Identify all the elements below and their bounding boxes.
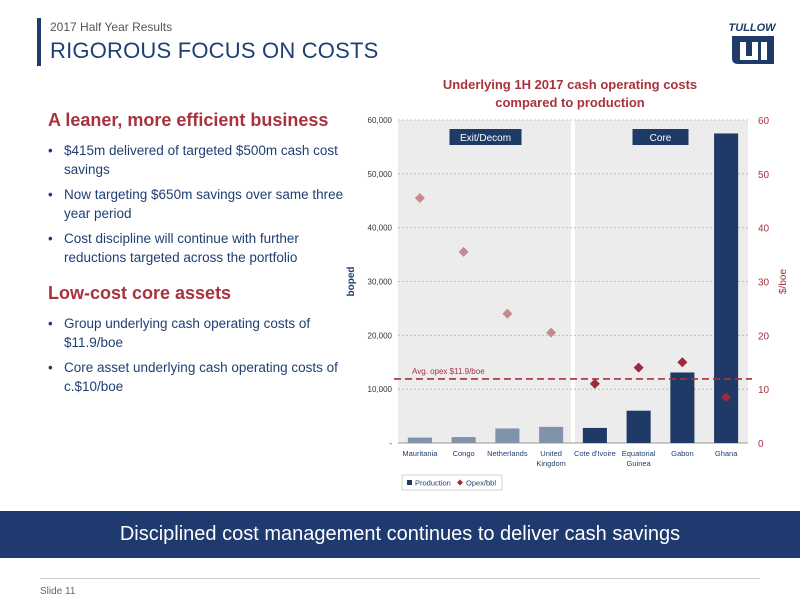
bullet-list: $415m delivered of targeted $500m cash c… (48, 141, 348, 267)
y-tick-label: - (389, 439, 392, 448)
production-bar (451, 437, 476, 443)
header-accent-bar (37, 18, 41, 66)
opex-marker (677, 357, 688, 368)
slide-number: Slide 11 (40, 586, 76, 597)
y2-tick-label: 30 (758, 278, 770, 289)
legend-swatch-production (407, 480, 412, 485)
left-text-panel: A leaner, more efficient business $415m … (48, 110, 348, 412)
legend-swatch-opex (457, 479, 463, 486)
y2-tick-label: 10 (758, 385, 770, 396)
page-subtitle: 2017 Half Year Results (50, 20, 173, 34)
opex-marker (633, 362, 644, 373)
bullet-item: $415m delivered of targeted $500m cash c… (48, 141, 348, 179)
chart-title-line: Underlying 1H 2017 cash operating costs (442, 77, 698, 92)
production-bar (539, 426, 564, 443)
y-tick-label: 50,000 (368, 170, 393, 179)
x-tick-label: Mauritania (402, 449, 438, 458)
bullet-item: Now targeting $650m savings over same th… (48, 185, 348, 223)
bullet-item: Cost discipline will continue with furth… (48, 229, 348, 267)
group-label: Core (650, 133, 672, 144)
x-tick-label: Cote d'Ivoire (574, 449, 616, 458)
key-message-banner: Disciplined cost management continues to… (0, 511, 800, 558)
y2-tick-label: 40 (758, 224, 770, 235)
bullet-item: Core asset underlying cash operating cos… (48, 358, 348, 396)
x-tick-label: United (540, 449, 562, 458)
footer-divider (40, 578, 760, 579)
production-bar (582, 427, 607, 443)
y-tick-label: 10,000 (368, 385, 393, 394)
production-bar (670, 372, 695, 443)
group-label-box (632, 129, 689, 145)
svg-text:TULLOW: TULLOW (728, 22, 777, 34)
x-tick-label: Netherlands (487, 449, 528, 458)
page-title: RIGOROUS FOCUS ON COSTS (50, 38, 379, 63)
group-label: Exit/Decom (460, 133, 511, 144)
legend-label: Production (415, 479, 451, 488)
y-tick-label: 30,000 (368, 278, 393, 287)
x-tick-label: Gabon (671, 449, 694, 458)
bullet-list: Group underlying cash operating costs of… (48, 314, 348, 396)
y2-tick-label: 60 (758, 116, 770, 127)
section-heading: A leaner, more efficient business (48, 110, 329, 130)
chart-title: Underlying 1H 2017 cash operating costs … (360, 76, 780, 112)
section-heading: Low-cost core assets (48, 283, 232, 303)
opex-marker (589, 378, 600, 389)
y2-tick-label: 0 (758, 439, 764, 450)
x-tick-label: Ghana (715, 449, 738, 458)
y2-axis-title: $/boe (778, 269, 789, 294)
legend-box (401, 474, 503, 491)
production-bar (626, 410, 651, 443)
y-tick-label: 40,000 (368, 224, 393, 233)
x-tick-label: Congo (453, 449, 475, 458)
avg-opex-label: Avg. opex $11.9/boe (412, 367, 485, 376)
opex-marker (414, 193, 425, 204)
legend-label: Opex/bbl (466, 479, 496, 488)
chart-title-line: compared to production (495, 95, 645, 110)
y2-tick-label: 20 (758, 331, 770, 342)
opex-marker (721, 392, 732, 403)
production-bar (407, 437, 432, 443)
production-bar (714, 133, 739, 444)
opex-marker (502, 308, 513, 319)
opex-marker (546, 327, 557, 338)
y-tick-label: 60,000 (368, 116, 393, 125)
banner-text: Disciplined cost management continues to… (119, 523, 681, 545)
production-bar (495, 428, 520, 443)
opex-marker (458, 246, 469, 257)
x-tick-label: Guinea (627, 459, 652, 468)
y2-tick-label: 50 (758, 170, 770, 181)
x-tick-label: Kingdom (536, 459, 566, 468)
group-label-box (449, 129, 522, 145)
y-axis-title: boped (346, 267, 357, 297)
bullet-item: Group underlying cash operating costs of… (48, 314, 348, 352)
production-opex-chart: - 0 10,000 10 20,000 20 30,000 30 40,000 40 50,000… (346, 116, 789, 491)
tullow-logo: TULLOW (728, 22, 777, 64)
x-tick-label: Equatorial (622, 449, 656, 458)
y-tick-label: 20,000 (368, 331, 393, 340)
